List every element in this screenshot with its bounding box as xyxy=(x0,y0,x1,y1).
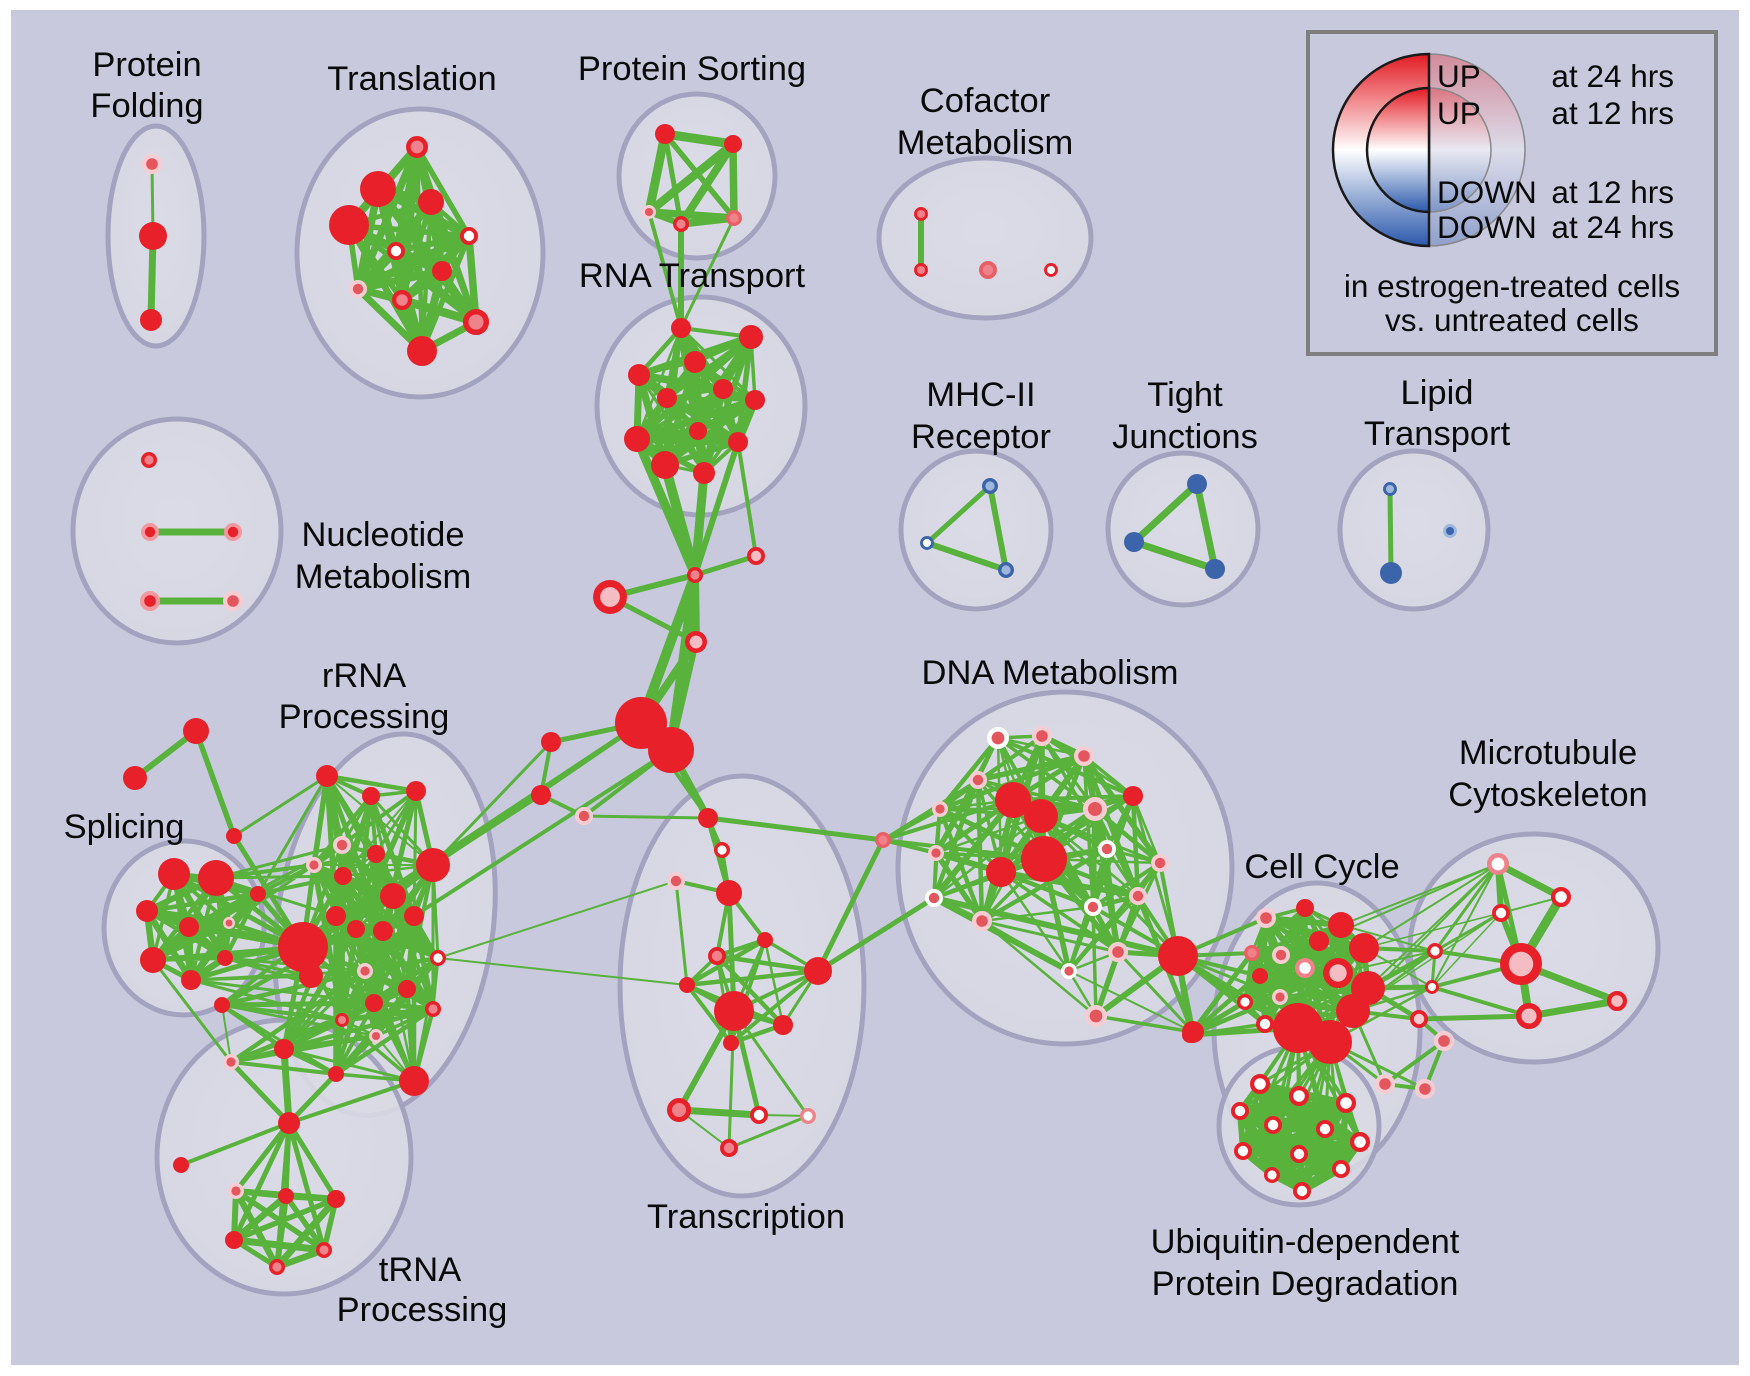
svg-text:Lipid: Lipid xyxy=(1401,374,1474,412)
svg-text:at 12 hrs: at 12 hrs xyxy=(1551,174,1674,210)
svg-text:Nucleotide: Nucleotide xyxy=(301,516,464,554)
svg-text:tRNA: tRNA xyxy=(379,1251,461,1289)
svg-text:Receptor: Receptor xyxy=(911,418,1051,456)
svg-text:Metabolism: Metabolism xyxy=(295,558,471,596)
svg-text:vs. untreated cells: vs. untreated cells xyxy=(1385,302,1639,338)
svg-text:DOWN: DOWN xyxy=(1437,209,1537,245)
svg-text:Tight: Tight xyxy=(1147,376,1223,414)
svg-text:Protein Degradation: Protein Degradation xyxy=(1152,1265,1459,1303)
svg-text:Protein: Protein xyxy=(92,46,201,84)
svg-text:at 24 hrs: at 24 hrs xyxy=(1551,209,1674,245)
svg-text:Microtubule: Microtubule xyxy=(1459,734,1637,772)
svg-text:Splicing: Splicing xyxy=(64,808,185,846)
svg-text:Cytoskeleton: Cytoskeleton xyxy=(1448,776,1647,814)
svg-text:Transport: Transport xyxy=(1364,415,1511,453)
svg-text:Protein Sorting: Protein Sorting xyxy=(578,50,806,88)
svg-text:Ubiquitin-dependent: Ubiquitin-dependent xyxy=(1151,1223,1460,1261)
svg-text:Cell Cycle: Cell Cycle xyxy=(1244,848,1399,886)
svg-text:at 12 hrs: at 12 hrs xyxy=(1551,95,1674,131)
svg-text:in estrogen-treated cells: in estrogen-treated cells xyxy=(1344,268,1680,304)
svg-text:Transcription: Transcription xyxy=(647,1198,845,1236)
svg-text:at 24 hrs: at 24 hrs xyxy=(1551,58,1674,94)
svg-text:Folding: Folding xyxy=(90,87,203,125)
svg-text:MHC-II: MHC-II xyxy=(926,376,1035,414)
svg-text:Cofactor: Cofactor xyxy=(920,82,1050,120)
svg-text:UP: UP xyxy=(1437,58,1481,94)
svg-text:Junctions: Junctions xyxy=(1112,418,1258,456)
svg-text:DOWN: DOWN xyxy=(1437,174,1537,210)
svg-text:RNA Transport: RNA Transport xyxy=(579,257,806,295)
svg-text:rRNA: rRNA xyxy=(322,657,406,695)
svg-text:UP: UP xyxy=(1437,95,1481,131)
svg-text:Metabolism: Metabolism xyxy=(897,124,1073,162)
svg-text:Processing: Processing xyxy=(337,1291,508,1329)
svg-text:DNA Metabolism: DNA Metabolism xyxy=(922,654,1179,692)
svg-text:Translation: Translation xyxy=(327,60,496,98)
svg-text:Processing: Processing xyxy=(279,698,450,736)
